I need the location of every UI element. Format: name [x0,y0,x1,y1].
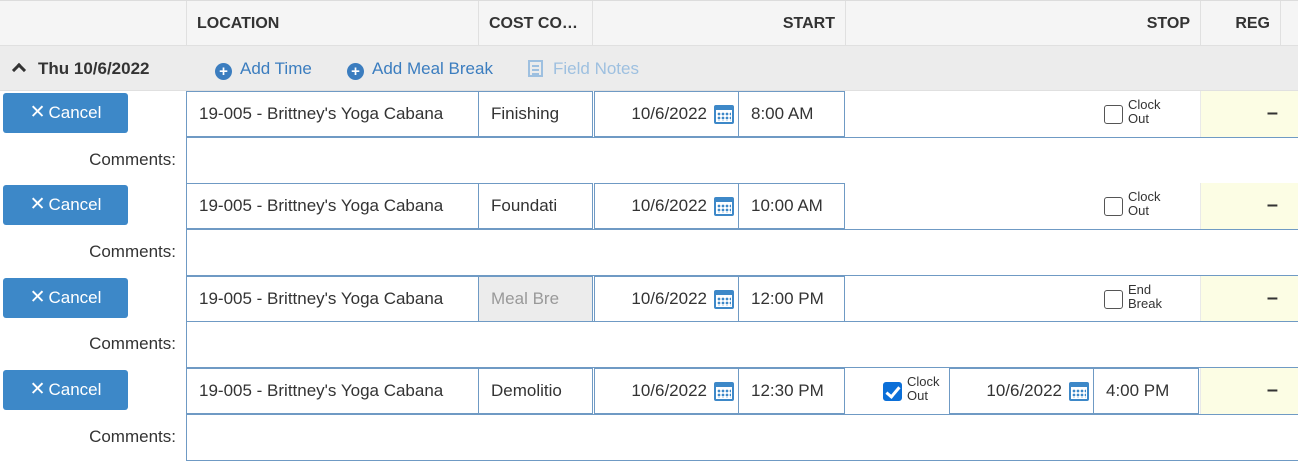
close-icon: ✕ [29,102,46,123]
location-field[interactable]: 19-005 - Brittney's Yoga Cabana [186,91,479,137]
cancel-button[interactable]: ✕ Cancel [3,185,128,225]
cost-code-field[interactable]: Demolitio [478,368,593,414]
calendar-icon[interactable] [714,105,734,124]
time-entry-row: ✕ Cancel 19-005 - Brittney's Yoga Cabana … [0,183,1298,229]
comments-input[interactable] [186,414,1298,461]
start-time-field[interactable]: 12:00 PM [738,276,845,322]
cancel-button[interactable]: ✕ Cancel [3,93,128,133]
add-meal-break-button[interactable]: + Add Meal Break [347,46,493,91]
calendar-icon[interactable] [1069,382,1089,401]
calendar-icon[interactable] [714,197,734,216]
header-stop[interactable]: STOP [845,1,1200,46]
start-date-field[interactable]: 10/6/2022 [594,276,739,322]
add-time-button[interactable]: + Add Time [215,46,312,91]
start-time-field[interactable]: 10:00 AM [738,183,845,229]
comments-row: Comments: [0,414,1298,461]
stop-date-field[interactable]: 10/6/2022 [949,368,1094,414]
time-entry-row: ✕ Cancel 19-005 - Brittney's Yoga Cabana … [0,368,1298,414]
comments-row: Comments: [0,137,1298,184]
header-reg[interactable]: REG [1200,1,1280,46]
comments-input[interactable] [186,321,1298,368]
plus-circle-icon: + [347,63,364,80]
comments-row: Comments: [0,321,1298,368]
start-date-field[interactable]: 10/6/2022 [594,183,739,229]
day-toggle[interactable]: Thu 10/6/2022 [11,46,150,91]
start-date-field[interactable]: 10/6/2022 [594,91,739,137]
stop-time-field[interactable]: 4:00 PM [1093,368,1199,414]
close-icon: ✕ [29,379,46,400]
location-field[interactable]: 19-005 - Brittney's Yoga Cabana [186,276,479,322]
location-field[interactable]: 19-005 - Brittney's Yoga Cabana [186,368,479,414]
checkbox[interactable] [883,382,902,401]
cancel-button[interactable]: ✕ Cancel [3,278,128,318]
comments-row: Comments: [0,229,1298,276]
calendar-icon[interactable] [714,290,734,309]
start-date-field[interactable]: 10/6/2022 [594,368,739,414]
header-start[interactable]: START [592,1,845,46]
location-field[interactable]: 19-005 - Brittney's Yoga Cabana [186,183,479,229]
cancel-button[interactable]: ✕ Cancel [3,370,128,410]
cost-code-field: Meal Bre [478,276,593,322]
day-group-bar: Thu 10/6/2022 + Add Time + Add Meal Break … [0,46,1298,91]
calendar-icon[interactable] [714,382,734,401]
checkbox[interactable] [1104,290,1123,309]
cost-code-field[interactable]: Foundati [478,183,593,229]
time-entry-row: ✕ Cancel 19-005 - Brittney's Yoga Cabana … [0,276,1298,322]
comments-label: Comments: [89,150,176,169]
plus-circle-icon: + [215,63,232,80]
reg-hours-cell: – [1200,91,1298,137]
comments-input[interactable] [186,137,1298,184]
comments-label: Comments: [89,334,176,353]
header-cost-code[interactable]: COST CO… [478,1,592,46]
reg-hours-cell: – [1200,368,1298,414]
chevron-up-icon [11,62,27,78]
start-time-field[interactable]: 8:00 AM [738,91,845,137]
notes-icon [528,60,543,77]
header-location[interactable]: LOCATION [186,1,478,46]
close-icon: ✕ [29,287,46,308]
checkbox[interactable] [1104,197,1123,216]
close-icon: ✕ [29,194,46,215]
time-entry-row: ✕ Cancel 19-005 - Brittney's Yoga Cabana … [0,91,1298,137]
day-label: Thu 10/6/2022 [38,59,150,78]
header-spacer [1280,1,1298,46]
field-notes-button[interactable]: Field Notes [528,46,639,91]
checkbox[interactable] [1104,105,1123,124]
reg-hours-cell: – [1200,183,1298,229]
start-time-field[interactable]: 12:30 PM [738,368,845,414]
comments-label: Comments: [89,242,176,261]
comments-label: Comments: [89,427,176,446]
cost-code-field[interactable]: Finishing [478,91,593,137]
comments-input[interactable] [186,229,1298,276]
table-header: LOCATION COST CO… START STOP REG [0,0,1298,46]
header-cancel-column [0,1,186,46]
reg-hours-cell: – [1200,276,1298,322]
